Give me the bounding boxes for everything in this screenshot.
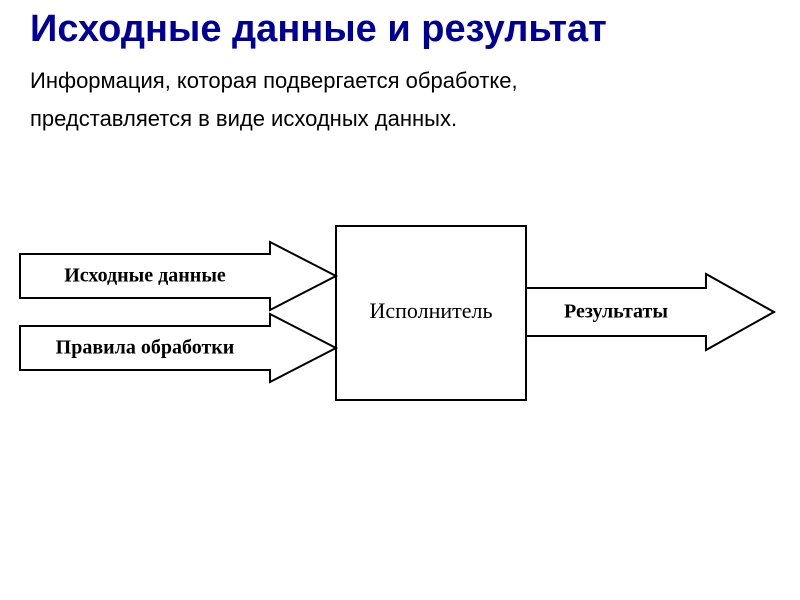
- arrow-rules-label: Правила обработки: [56, 337, 235, 359]
- slide: Исходные данные и результат Информация, …: [0, 0, 800, 600]
- diagram-canvas: Исполнитель Исходные данные Правила обра…: [0, 0, 800, 600]
- arrow-results-label: Результаты: [564, 301, 668, 323]
- executor-label: Исполнитель: [369, 298, 492, 323]
- arrow-input-data-label: Исходные данные: [64, 265, 226, 287]
